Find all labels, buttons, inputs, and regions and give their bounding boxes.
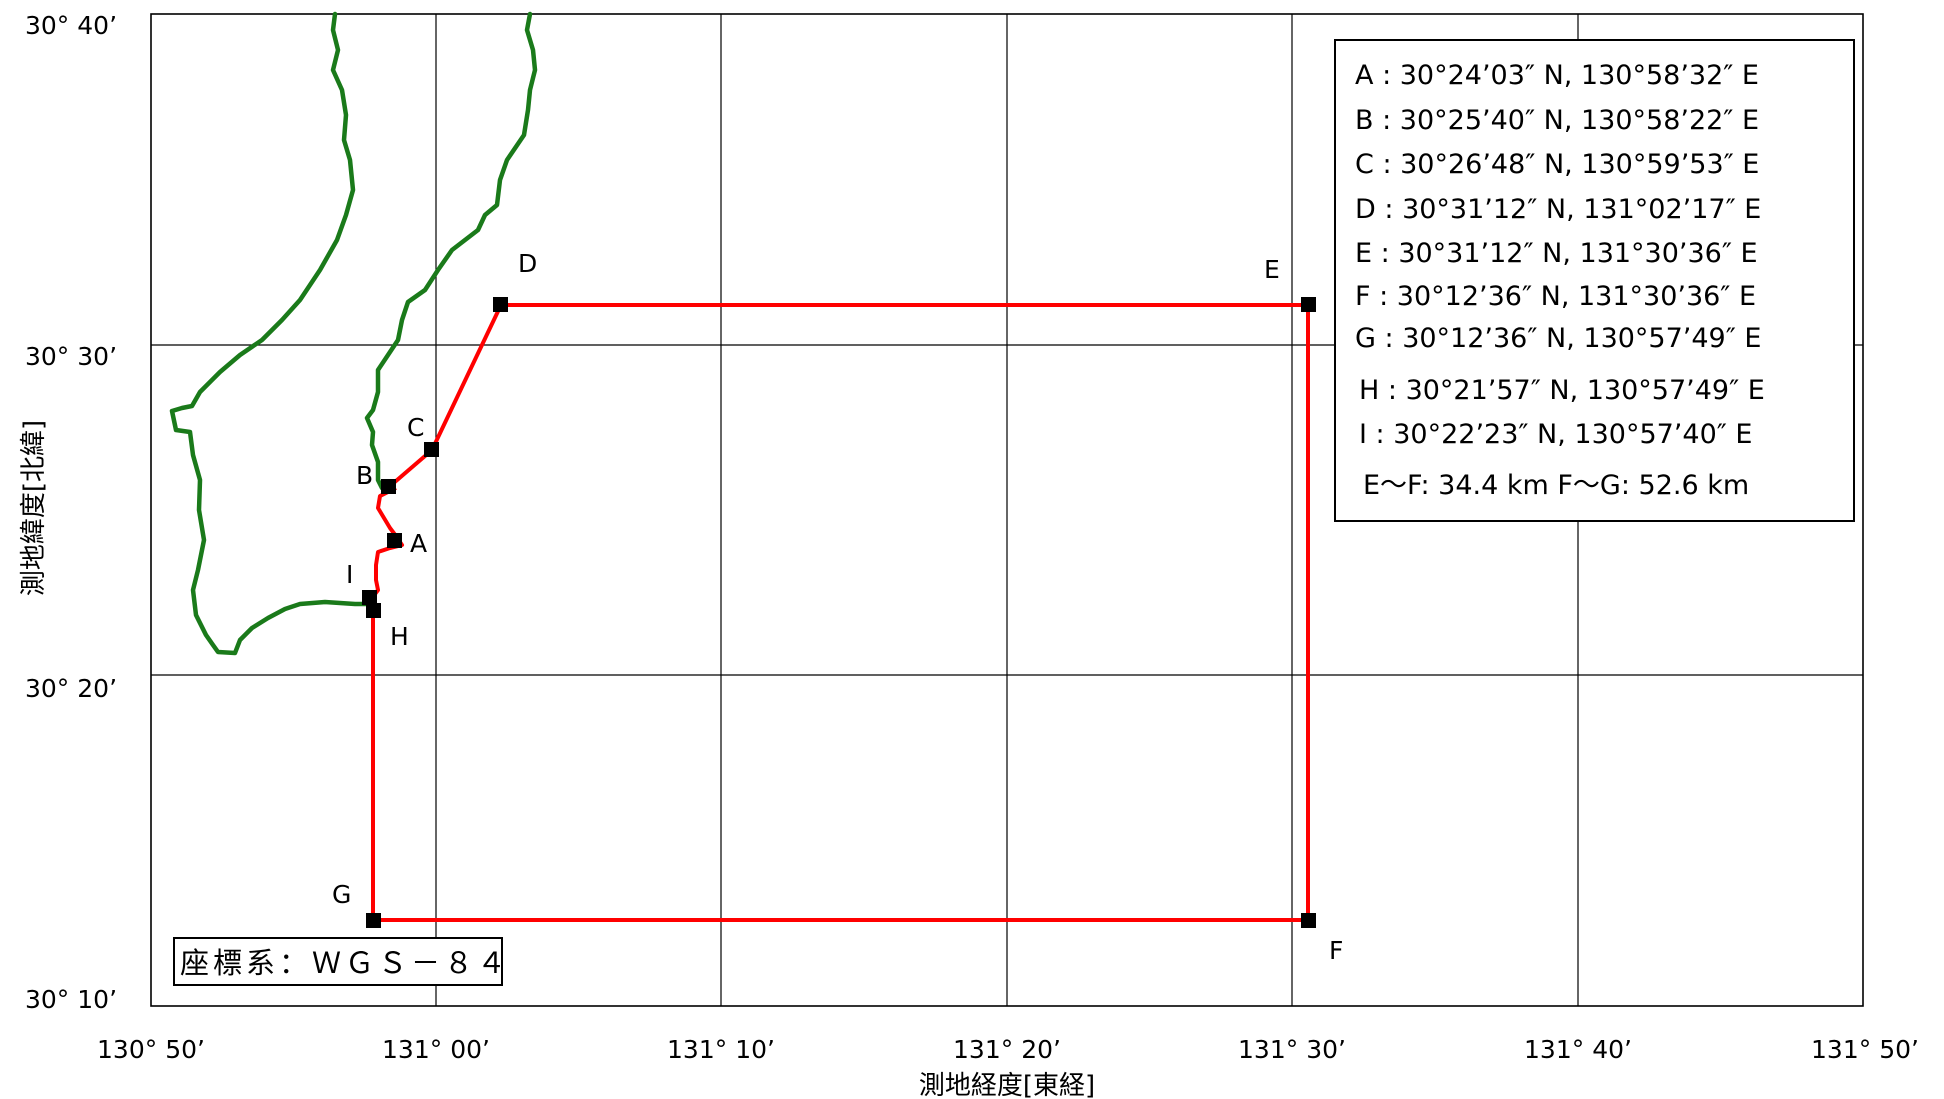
legend-row-E: E : 30°31’12″ N, 131°30’36″ E xyxy=(1355,238,1758,269)
label-A: A xyxy=(410,529,427,558)
coastline xyxy=(169,11,538,656)
legend-box xyxy=(1334,39,1855,522)
marker-C xyxy=(424,442,439,457)
label-I: I xyxy=(346,560,353,589)
marker-I xyxy=(362,590,377,605)
legend-row-B: B : 30°25’40″ N, 130°58’22″ E xyxy=(1355,105,1759,136)
label-E: E xyxy=(1264,255,1280,284)
lon-tick-label: 131° 00’ xyxy=(382,1035,490,1064)
marker-B xyxy=(381,479,396,494)
legend-row-D: D : 30°31’12″ N, 131°02’17″ E xyxy=(1355,194,1761,225)
legend-row-H: H : 30°21’57″ N, 130°57’49″ E xyxy=(1359,375,1765,406)
label-F: F xyxy=(1329,936,1343,965)
lat-tick-label: 30° 30’ xyxy=(25,342,117,371)
lat-tick-label: 30° 40’ xyxy=(25,11,117,40)
legend-row-I: I : 30°22’23″ N, 130°57’40″ E xyxy=(1359,419,1752,450)
lon-tick-label: 131° 50’ xyxy=(1811,1035,1919,1064)
marker-F xyxy=(1301,913,1316,928)
label-H: H xyxy=(390,622,409,651)
coordinate-legend: A : 30°24’03″ N, 130°58’32″ E B : 30°25’… xyxy=(1334,39,1855,522)
coordinate-system-box: 座標系：ＷＧＳ－８４ xyxy=(173,937,510,986)
lon-tick-label: 130° 50’ xyxy=(97,1035,205,1064)
lon-tick-label: 131° 10’ xyxy=(667,1035,775,1064)
legend-row-A: A : 30°24’03″ N, 130°58’32″ E xyxy=(1355,60,1759,91)
point-markers xyxy=(362,297,1316,928)
marker-H xyxy=(366,603,381,618)
legend-distances: E～F: 34.4 km F～G: 52.6 km xyxy=(1363,470,1749,501)
longitude-labels: 130° 50’ 131° 00’ 131° 10’ 131° 20’ 131°… xyxy=(97,1035,1919,1064)
lat-tick-label: 30° 10’ xyxy=(25,985,117,1014)
legend-row-G: G : 30°12’36″ N, 130°57’49″ E xyxy=(1355,323,1761,354)
legend-row-F: F : 30°12’36″ N, 131°30’36″ E xyxy=(1355,281,1756,312)
legend-row-C: C : 30°26’48″ N, 130°59’53″ E xyxy=(1355,149,1759,180)
lat-tick-label: 30° 20’ xyxy=(25,674,117,703)
lon-tick-label: 131° 30’ xyxy=(1238,1035,1346,1064)
marker-G xyxy=(366,913,381,928)
coastline-east-peninsula xyxy=(364,11,538,491)
lon-tick-label: 131° 40’ xyxy=(1524,1035,1632,1064)
boundary-polyline xyxy=(371,303,1310,922)
marker-D xyxy=(493,297,508,312)
marker-A xyxy=(387,533,402,548)
coastline-west-peninsula xyxy=(169,11,371,656)
lon-tick-label: 131° 20’ xyxy=(953,1035,1061,1064)
label-C: C xyxy=(407,413,424,442)
point-labels: A B C D E F G H I xyxy=(332,249,1343,965)
coordinate-system-label: 座標系：ＷＧＳ－８４ xyxy=(180,946,510,980)
survey-area-boundary xyxy=(368,303,1310,922)
y-axis-title: 測地緯度[北緯] xyxy=(19,420,49,596)
x-axis-title: 測地経度[東経] xyxy=(919,1071,1095,1099)
crs-frame xyxy=(173,937,503,986)
label-B: B xyxy=(356,461,373,490)
label-G: G xyxy=(332,880,351,909)
latitude-labels: 30° 40’ 30° 30’ 30° 20’ 30° 10’ xyxy=(25,11,117,1014)
marker-E xyxy=(1301,297,1316,312)
label-D: D xyxy=(518,249,537,278)
